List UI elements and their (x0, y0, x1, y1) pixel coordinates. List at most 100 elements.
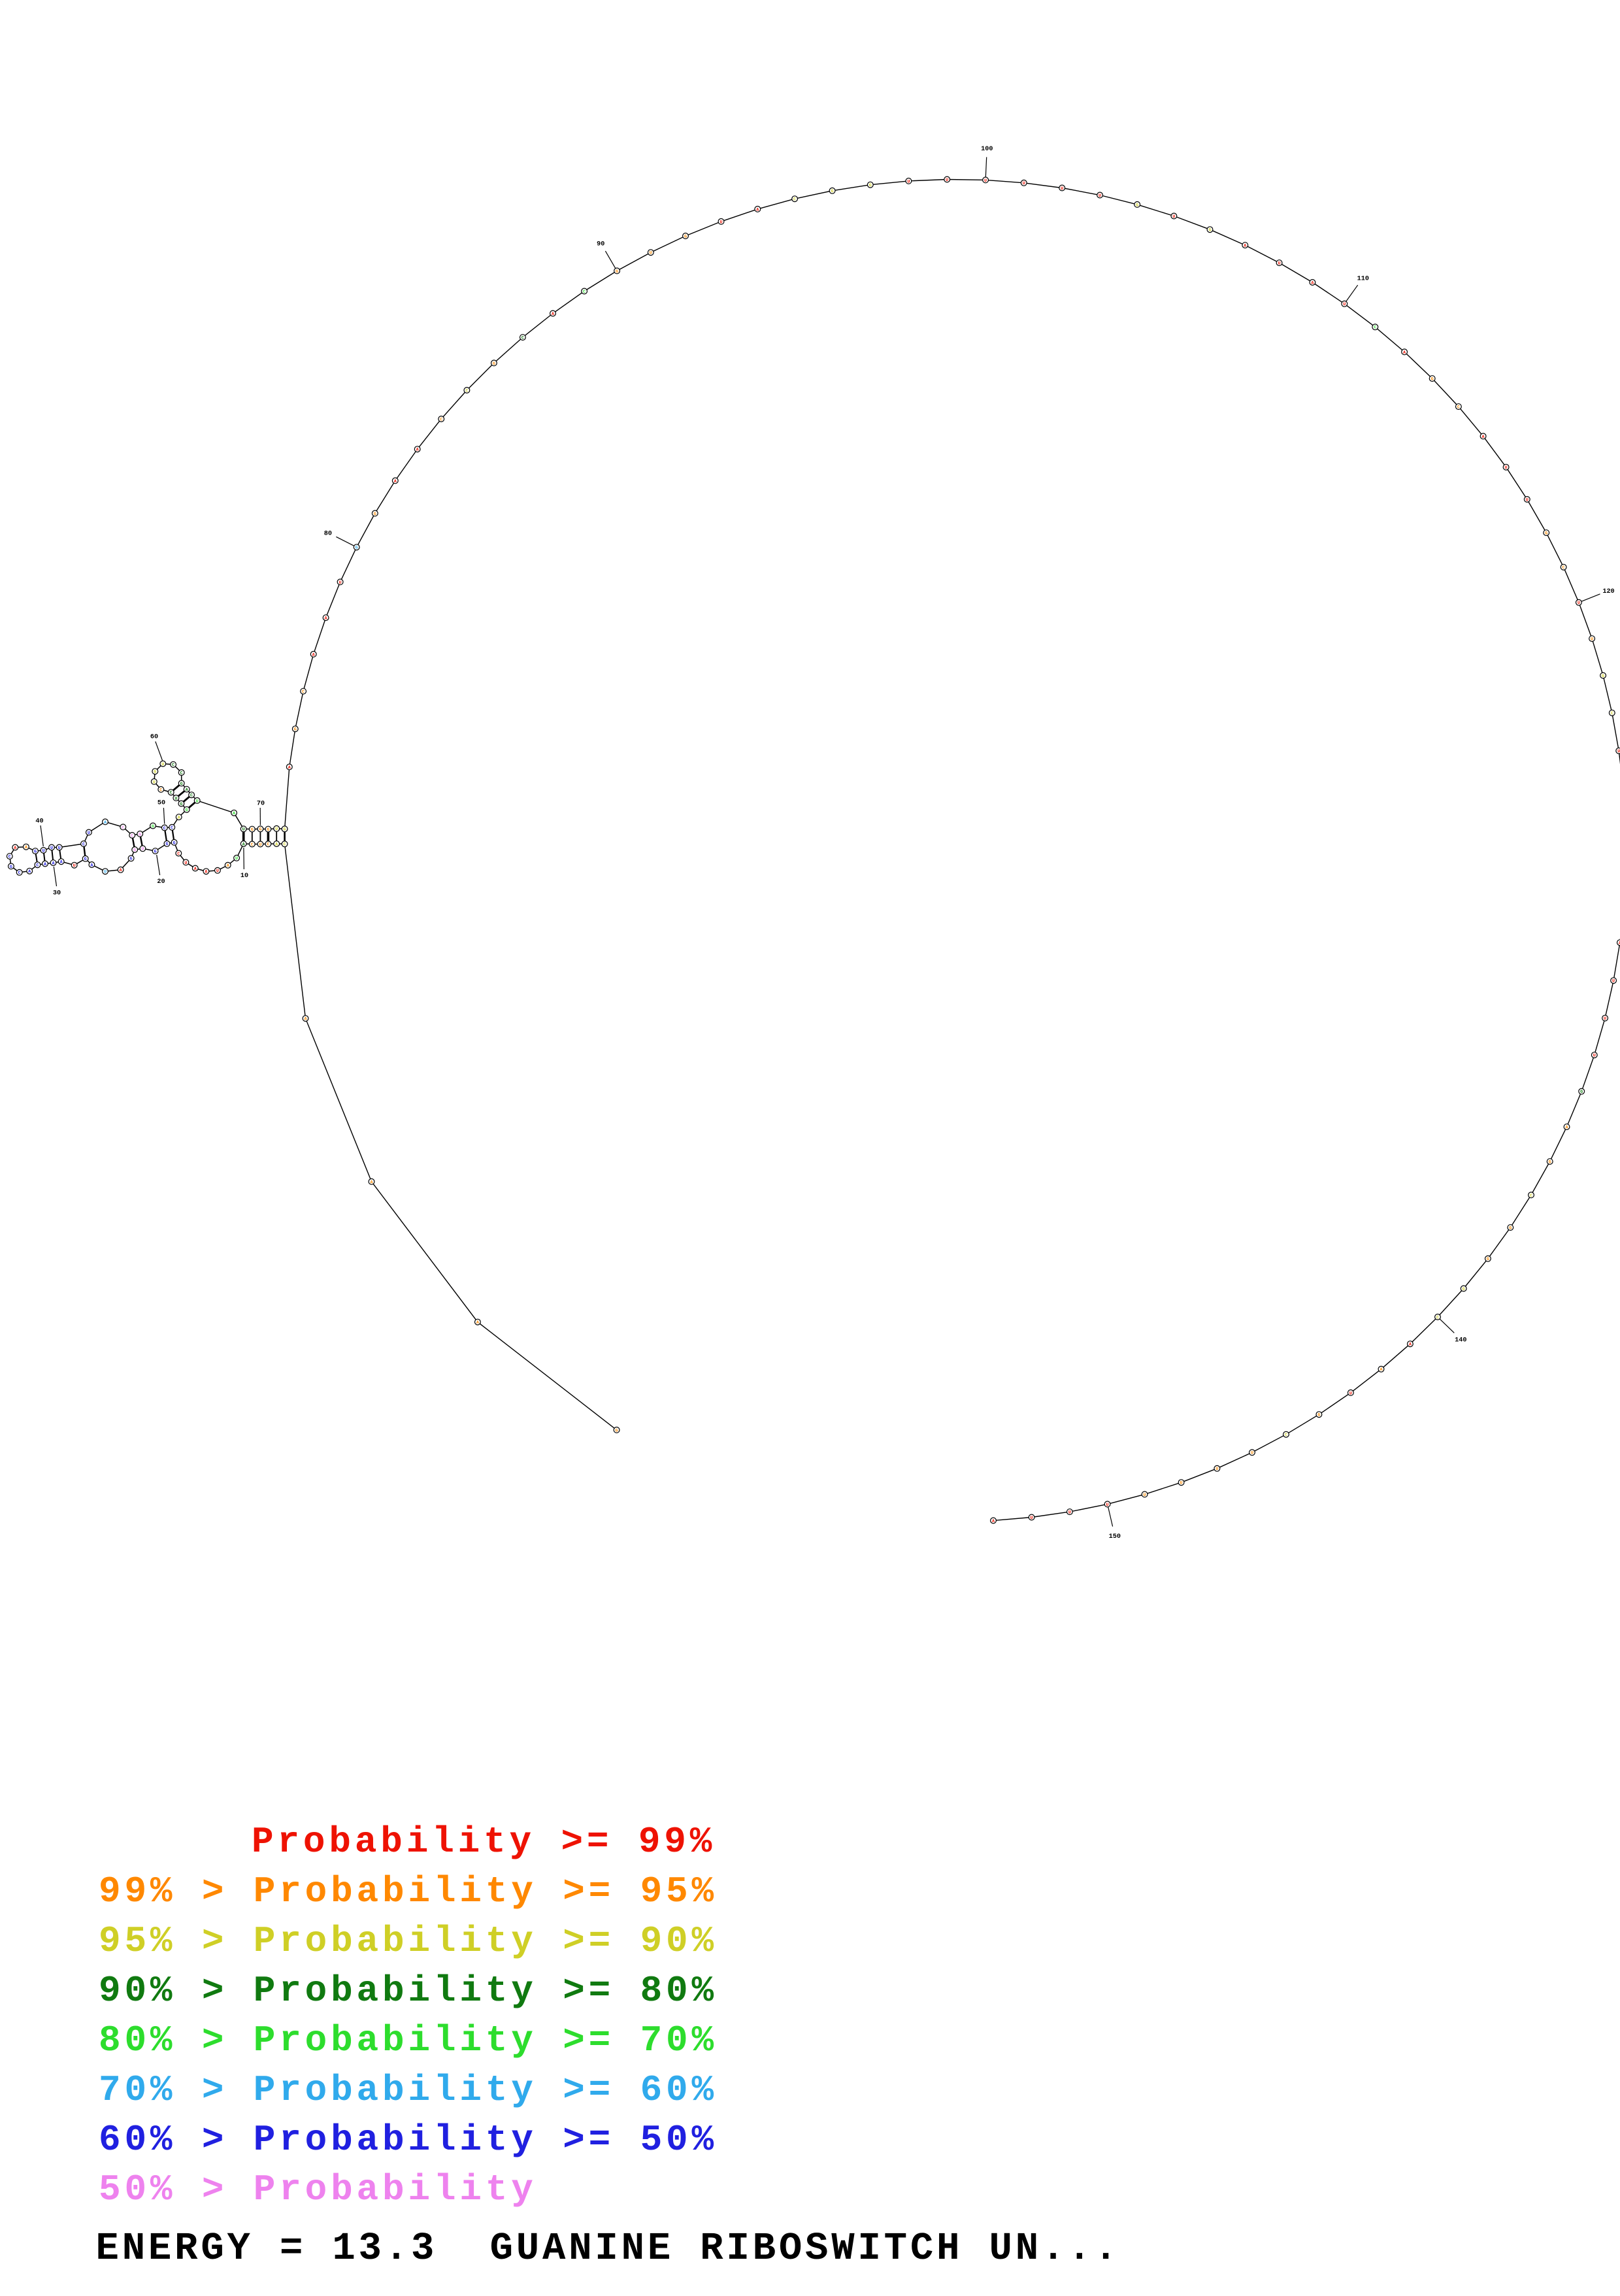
svg-text:C: C (521, 336, 524, 341)
svg-text:U: U (907, 179, 910, 184)
svg-text:U: U (73, 863, 76, 869)
svg-text:C: C (1530, 1193, 1532, 1199)
svg-text:U: U (1612, 979, 1615, 984)
svg-text:U: U (153, 780, 156, 785)
svg-text:G: G (186, 808, 188, 813)
svg-text:G: G (355, 546, 358, 551)
svg-text:G: G (1463, 1287, 1465, 1292)
svg-text:C: C (8, 855, 11, 860)
svg-text:G: G (284, 827, 286, 833)
svg-text:G: G (1580, 1090, 1583, 1095)
svg-text:50% > Probability: 50% > Probability (99, 2169, 537, 2210)
svg-text:U: U (104, 870, 107, 875)
svg-text:U: U (50, 846, 53, 851)
svg-text:C: C (284, 842, 286, 848)
svg-text:G: G (133, 848, 136, 853)
svg-text:G: G (251, 827, 254, 833)
svg-text:C: C (1562, 565, 1565, 571)
svg-text:G: G (152, 824, 154, 829)
svg-text:U: U (88, 831, 90, 836)
svg-text:C: C (1436, 1315, 1439, 1320)
svg-text:G: G (616, 1428, 618, 1433)
svg-text:G: G (10, 865, 12, 870)
svg-text:U: U (1593, 1054, 1596, 1059)
svg-text:C: C (172, 763, 174, 768)
svg-text:U: U (1061, 186, 1063, 191)
svg-text:70% > Probability >= 60%: 70% > Probability >= 60% (99, 2069, 718, 2111)
svg-text:C: C (190, 793, 193, 799)
svg-text:U: U (650, 251, 652, 256)
svg-text:G: G (1549, 1160, 1551, 1165)
svg-text:G: G (869, 183, 872, 188)
svg-text:G: G (84, 857, 87, 862)
svg-text:G: G (374, 512, 376, 517)
svg-text:U: U (235, 856, 238, 861)
svg-text:G: G (173, 840, 176, 846)
svg-text:ENERGY = 13.3 GUANINE RIBOSWI: ENERGY = 13.3 GUANINE RIBOSWITCH UN... (96, 2227, 1121, 2271)
svg-text:U: U (1251, 1451, 1253, 1456)
svg-text:140: 140 (1455, 1337, 1466, 1344)
svg-text:80% > Probability >= 70%: 80% > Probability >= 70% (99, 2020, 718, 2061)
svg-text:C: C (177, 852, 180, 857)
svg-text:C: C (163, 826, 166, 831)
svg-text:C: C (36, 863, 39, 869)
svg-text:U: U (719, 220, 722, 225)
svg-text:C: C (440, 417, 442, 422)
svg-text:G: G (154, 770, 156, 775)
svg-text:U: U (946, 178, 948, 183)
svg-text:U: U (174, 796, 177, 801)
svg-text:99% > Probability >= 95%: 99% > Probability >= 95% (99, 1871, 718, 1912)
svg-text:U: U (196, 799, 199, 804)
svg-text:U: U (141, 847, 144, 852)
svg-text:U: U (161, 762, 164, 767)
svg-text:C: C (180, 771, 183, 776)
svg-text:30: 30 (53, 890, 61, 897)
svg-text:U: U (1106, 1503, 1109, 1508)
svg-text:G: G (139, 832, 141, 837)
svg-text:C: C (131, 833, 133, 839)
svg-text:G: G (684, 234, 687, 239)
svg-text:U: U (1604, 1016, 1606, 1022)
svg-text:U: U (275, 827, 278, 832)
svg-text:95% > Probability >= 90%: 95% > Probability >= 90% (99, 1920, 718, 1962)
svg-text:G: G (1487, 1257, 1489, 1262)
svg-text:G: G (180, 802, 182, 807)
svg-text:G: G (1509, 1226, 1512, 1231)
svg-text:U: U (1144, 1493, 1146, 1498)
svg-text:U: U (242, 827, 245, 833)
svg-text:50: 50 (157, 800, 165, 807)
svg-text:U: U (984, 178, 987, 184)
svg-text:C: C (583, 290, 586, 295)
svg-text:U: U (1031, 1516, 1033, 1521)
svg-text:U: U (1578, 601, 1580, 606)
svg-text:U: U (1099, 193, 1101, 199)
svg-text:U: U (1526, 497, 1529, 503)
svg-text:90% > Probability >= 80%: 90% > Probability >= 80% (99, 1970, 718, 2012)
svg-text:G: G (165, 842, 168, 847)
svg-text:C: C (793, 197, 796, 203)
svg-text:C: C (171, 825, 173, 831)
svg-text:U: U (1180, 1481, 1183, 1486)
svg-text:U: U (1343, 302, 1346, 307)
svg-text:U: U (339, 580, 342, 586)
svg-text:60: 60 (150, 734, 158, 741)
svg-text:G: G (1208, 228, 1211, 233)
svg-text:C: C (465, 388, 468, 393)
svg-text:C: C (302, 690, 305, 695)
svg-text:C: C (1374, 325, 1376, 331)
svg-text:G: G (267, 827, 269, 833)
svg-text:G: G (259, 827, 261, 833)
svg-text:Probability >= 99%: Probability >= 99% (252, 1821, 716, 1863)
svg-text:10: 10 (240, 873, 248, 880)
svg-text:20: 20 (157, 878, 165, 886)
svg-text:C: C (1285, 1433, 1287, 1438)
svg-text:90: 90 (597, 241, 604, 248)
svg-text:G: G (180, 782, 183, 787)
svg-text:G: G (154, 850, 157, 855)
svg-text:150: 150 (1109, 1533, 1121, 1540)
svg-text:110: 110 (1357, 275, 1369, 282)
svg-text:G: G (616, 269, 618, 275)
svg-text:C: C (1611, 711, 1613, 716)
svg-text:G: G (1317, 1413, 1320, 1418)
svg-text:G: G (493, 361, 495, 367)
